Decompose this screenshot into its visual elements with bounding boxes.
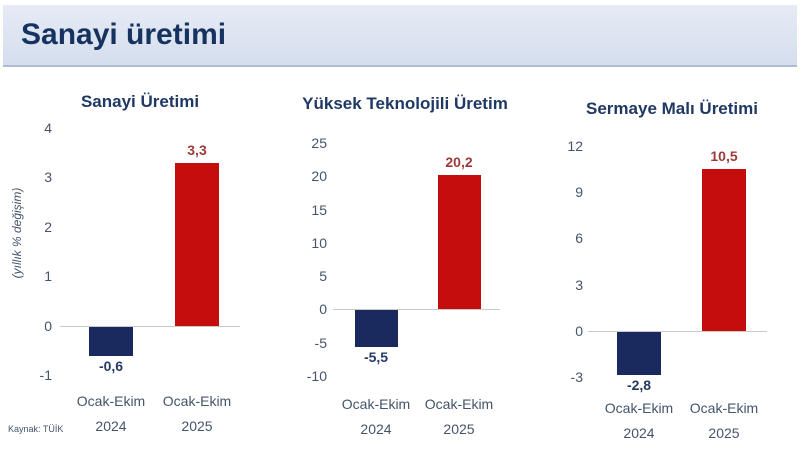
category-label: Ocak-Ekim 2025	[142, 389, 252, 439]
category-label-line: Ocak-Ekim	[604, 400, 674, 416]
value-label: -0,6	[98, 358, 124, 375]
category-label-line: 2025	[443, 421, 475, 437]
category-label-line: 2024	[623, 425, 655, 441]
category-label-line: Ocak-Ekim	[162, 393, 232, 409]
category-label-line: Ocak-Ekim	[689, 400, 759, 416]
category-label-line: Ocak-Ekim	[76, 393, 146, 409]
y-tick: 1	[44, 268, 52, 285]
category-label: Ocak-Ekim 2024	[56, 389, 166, 439]
chart-title-sermaye-mali-uretimi: Sermaye Malı Üretimi	[586, 99, 758, 118]
y-tick: 0	[319, 301, 327, 318]
chart-title-yuksek-teknolojili-uretim: Yüksek Teknolojili Üretim	[302, 94, 508, 113]
chart-title-sanayi-uretimi: Sanayi Üretimi	[80, 92, 200, 111]
y-tick: 5	[319, 268, 327, 285]
category-label: Ocak-Ekim 2024	[584, 396, 694, 446]
y-tick: 15	[311, 201, 327, 218]
y-tick: 12	[567, 138, 583, 154]
bar-negative	[617, 331, 661, 375]
bar-positive	[702, 169, 746, 331]
y-tick: 0	[575, 322, 583, 339]
page-title: Sanayi üretimi	[21, 18, 227, 51]
y-tick: -1	[39, 367, 52, 383]
bar-positive	[437, 174, 481, 310]
category-label-line: Ocak-Ekim	[341, 396, 411, 412]
bar-negative	[354, 310, 398, 348]
category-label: Ocak-Ekim 2025	[404, 392, 514, 442]
y-tick: 25	[311, 135, 327, 151]
y-tick: 2	[44, 218, 52, 235]
header-bar: Sanayi üretimi	[3, 5, 797, 67]
zero-gridline	[60, 326, 240, 327]
y-tick: 20	[311, 168, 327, 185]
y-tick: 4	[44, 120, 52, 136]
y-tick: -3	[570, 369, 583, 385]
y-tick: 3	[44, 169, 52, 186]
category-label: Ocak-Ekim 2024	[321, 392, 431, 442]
category-label: Ocak-Ekim 2025	[669, 396, 779, 446]
zero-gridline	[333, 309, 500, 310]
value-label: -5,5	[363, 349, 389, 366]
y-tick: 9	[575, 184, 583, 201]
category-label-line: 2025	[181, 418, 213, 434]
value-label: 10,5	[710, 148, 738, 165]
bar-positive	[175, 162, 219, 326]
category-label-line: 2024	[95, 418, 127, 434]
zero-gridline	[588, 331, 767, 332]
value-label: 3,3	[187, 141, 207, 158]
y-tick: -5	[314, 334, 327, 351]
y-tick: -10	[306, 368, 327, 384]
category-label-line: Ocak-Ekim	[424, 396, 494, 412]
value-label: -2,8	[626, 376, 652, 393]
value-label: 20,2	[445, 153, 473, 170]
source-note: Kaynak: TÜİK	[8, 424, 64, 434]
category-label-line: 2025	[708, 425, 740, 441]
bar-negative	[89, 326, 133, 357]
y-tick: 10	[311, 234, 327, 251]
category-label-line: 2024	[360, 421, 392, 437]
y-tick: 3	[575, 276, 583, 293]
y-tick: 0	[44, 317, 52, 334]
y-tick: 6	[575, 230, 583, 247]
